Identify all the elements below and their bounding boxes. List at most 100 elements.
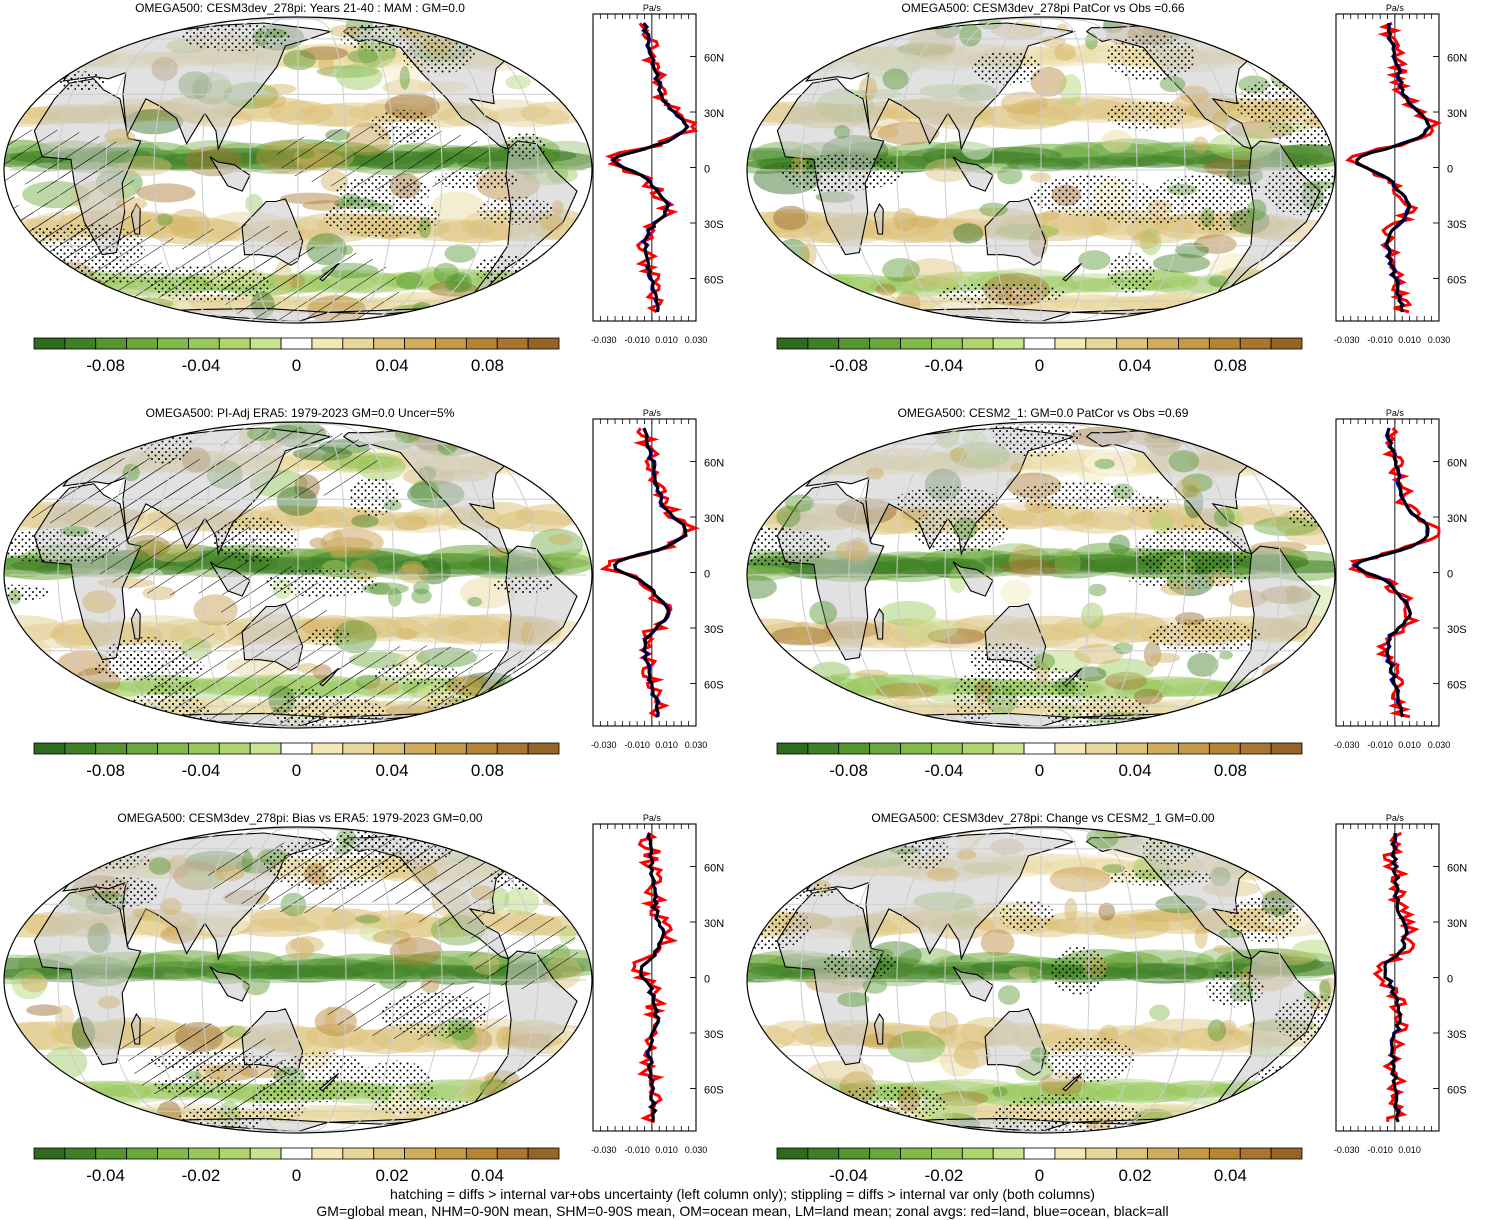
map-outline <box>3 826 593 1134</box>
panel-graphics-p6: -0.04 -0.02 0 0.02 0.04 Pa/s -0.030 -0.010 0.010… <box>746 813 1467 1185</box>
profile-lat-label: 0 <box>704 569 710 581</box>
colorbar-swatch <box>280 1147 313 1160</box>
colorbar-swatch <box>527 1147 560 1160</box>
colorbar-swatch <box>311 337 344 350</box>
colorbar-tick-label: -0.08 <box>86 356 125 375</box>
colorbar-tick-label: -0.08 <box>829 356 868 375</box>
colorbar-swatch <box>64 1147 97 1160</box>
colorbar-swatch <box>1239 337 1272 350</box>
colorbar-swatch <box>33 742 66 755</box>
colorbar-swatch <box>838 1147 871 1160</box>
map-outline <box>746 16 1336 324</box>
colorbar-tick-label: -0.08 <box>829 761 868 780</box>
colorbar-swatch <box>342 742 375 755</box>
map-outline <box>3 421 593 729</box>
profile-lat-label: 0 <box>1447 974 1453 986</box>
colorbar-swatch <box>527 742 560 755</box>
profile-lat-label: 30S <box>704 624 724 636</box>
profile-unit-label: Pa/s <box>643 3 662 13</box>
colorbar-tick-label: -0.08 <box>86 761 125 780</box>
colorbar-tick-label: 0 <box>1035 356 1044 375</box>
profile-unit-label: Pa/s <box>643 813 662 823</box>
colorbar-swatch <box>157 1147 189 1160</box>
panel-p3: OMEGA500: PI-Adj ERA5: 1979-2023 GM=0.0 … <box>0 405 742 810</box>
profile-x-tick-label: 0.010 <box>1398 1145 1421 1155</box>
map-field <box>747 17 1335 323</box>
colorbar-swatch <box>1085 337 1118 350</box>
profile-x-tick-label: 0.030 <box>685 1145 708 1155</box>
panel-graphics-p2: -0.08 -0.04 0 0.04 0.08 Pa/s -0.030 -0.010 0.010… <box>746 3 1467 375</box>
colorbar-swatch <box>776 1147 809 1160</box>
colorbar-swatch <box>807 1147 840 1160</box>
colorbar-tick-label: 0 <box>292 761 301 780</box>
colorbar-swatch <box>1054 742 1087 755</box>
profile-x-tick-label: -0.030 <box>591 335 617 345</box>
map-field <box>747 422 1335 728</box>
colorbar-swatch <box>218 742 251 755</box>
colorbar-swatch <box>776 742 809 755</box>
graticule <box>752 18 1330 322</box>
map-field <box>4 422 592 728</box>
colorbar-swatch <box>249 742 282 755</box>
panel-graphics-p3: -0.08 -0.04 0 0.04 0.08 Pa/s -0.030 -0.010 0.010… <box>3 408 724 780</box>
colorbar-swatch <box>342 337 375 350</box>
profile-x-tick-label: -0.030 <box>591 1145 617 1155</box>
colorbar-swatch <box>249 337 282 350</box>
colorbar-swatch <box>931 337 963 350</box>
profile-x-tick-label: -0.010 <box>624 335 650 345</box>
colorbar: -0.04 -0.02 0 0.02 0.04 <box>33 1147 560 1185</box>
profile-lat-label: 60N <box>704 458 724 470</box>
panel-graphics-p5: -0.04 -0.02 0 0.02 0.04 Pa/s -0.030 -0.010 0.010… <box>3 813 724 1185</box>
colorbar-swatch <box>992 1147 1025 1160</box>
colorbar-tick-label: 0.08 <box>471 356 504 375</box>
colorbar-swatch <box>311 742 344 755</box>
colorbar-swatch <box>64 742 97 755</box>
profile-x-tick-label: 0.010 <box>1398 335 1421 345</box>
profile-lat-label: 30N <box>704 513 724 525</box>
profile-x-tick-label: -0.030 <box>1334 335 1360 345</box>
zonal-profile: Pa/s -0.030 -0.010 0.010 0.030 60N 30N 0 30S 60S <box>591 408 724 750</box>
profile-unit-label: Pa/s <box>1386 408 1405 418</box>
colorbar-swatch <box>931 1147 963 1160</box>
colorbar-tick-label: 0.04 <box>1118 761 1151 780</box>
panel-graphics-p4: -0.08 -0.04 0 0.04 0.08 Pa/s -0.030 -0.010 0.010… <box>746 408 1467 780</box>
profile-lat-label: 60N <box>704 53 724 65</box>
colorbar-tick-label: -0.02 <box>182 1166 221 1185</box>
profile-lat-label: 60S <box>1447 679 1467 691</box>
colorbar-swatch <box>126 1147 158 1160</box>
colorbar-swatch <box>188 1147 220 1160</box>
colorbar-swatch <box>931 742 963 755</box>
colorbar-swatch <box>465 742 498 755</box>
profile-x-tick-label: -0.030 <box>1334 740 1360 750</box>
map-field <box>4 17 592 323</box>
colorbar-swatch <box>1178 1147 1210 1160</box>
panel-title: OMEGA500: CESM3dev_278pi: Change vs CESM… <box>871 811 1215 825</box>
profile-x-tick-label: 0.010 <box>655 1145 678 1155</box>
graticule <box>752 423 1330 727</box>
profile-lat-label: 30S <box>704 219 724 231</box>
profile-curve-land <box>630 831 679 1124</box>
panel-p4: OMEGA500: CESM2_1: GM=0.0 PatCor vs Obs … <box>743 405 1485 810</box>
profile-x-tick-label: -0.010 <box>624 1145 650 1155</box>
profile-lat-label: 30N <box>1447 918 1467 930</box>
colorbar-swatch <box>373 742 405 755</box>
colorbar-swatch <box>1116 742 1148 755</box>
colorbar-tick-label: -0.04 <box>182 761 221 780</box>
colorbar-swatch <box>1116 337 1148 350</box>
map-outline <box>3 16 593 324</box>
colorbar-tick-label: 0 <box>292 356 301 375</box>
colorbar-tick-label: 0.08 <box>471 761 504 780</box>
colorbar-swatch <box>961 337 994 350</box>
panel-title: OMEGA500: PI-Adj ERA5: 1979-2023 GM=0.0 … <box>145 406 455 420</box>
colorbar-swatch <box>373 1147 405 1160</box>
profile-curve-all <box>612 427 688 718</box>
colorbar-swatch <box>496 742 529 755</box>
profile-lat-label: 30N <box>704 918 724 930</box>
colorbar-swatch <box>1147 337 1179 350</box>
profile-x-tick-label: 0.030 <box>685 740 708 750</box>
colorbar-swatch <box>1054 337 1087 350</box>
colorbar-swatch <box>280 337 313 350</box>
footer-note-means: GM=global mean, NHM=0-90N mean, SHM=0-90… <box>316 1203 1169 1219</box>
colorbar-swatch <box>1208 1147 1241 1160</box>
colorbar: -0.08 -0.04 0 0.04 0.08 <box>776 337 1303 375</box>
